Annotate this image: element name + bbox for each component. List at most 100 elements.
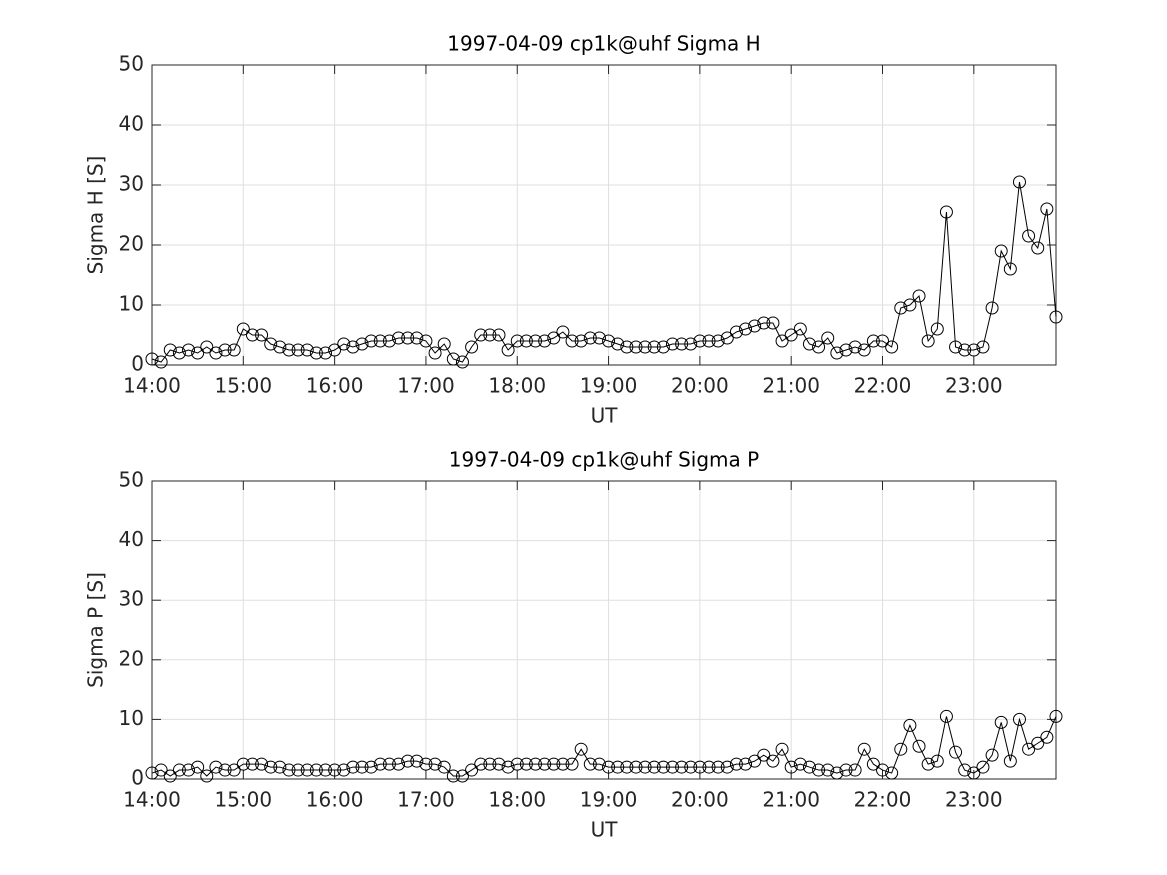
x-tick-label: 23:00 [945,788,1003,812]
data-point [538,757,552,771]
data-point [994,715,1008,729]
data-point [976,760,990,774]
data-point [510,757,524,771]
data-point [885,766,899,780]
y-tick-label: 30 [119,172,144,196]
y-axis-label: Sigma H [S] [84,156,108,275]
data-point [282,343,296,357]
data-point [291,343,305,357]
data-point [264,760,278,774]
data-point [446,352,460,366]
data-point [802,760,816,774]
y-tick-label: 0 [131,766,144,790]
data-point [529,334,543,348]
data-point [684,337,698,351]
x-tick-label: 18:00 [488,374,546,398]
data-point [766,316,780,330]
data-point [401,754,415,768]
data-point [830,766,844,780]
data-point [328,343,342,357]
data-point [273,340,287,354]
data-point [337,763,351,777]
data-point [556,757,570,771]
data-point [967,766,981,780]
data-point [510,334,524,348]
data-point [145,352,159,366]
data-point [1031,736,1045,750]
data-point [1040,202,1054,216]
data-point [638,760,652,774]
data-point [958,343,972,357]
data-point [812,340,826,354]
x-tick-label: 14:00 [123,788,181,812]
data-point [364,334,378,348]
data-point [191,760,205,774]
data-point [702,334,716,348]
data-point [675,337,689,351]
data-point [885,340,899,354]
data-point [200,769,214,783]
x-tick-label: 15:00 [214,374,272,398]
x-tick-label: 17:00 [397,788,455,812]
data-point [318,763,332,777]
data-point [684,760,698,774]
data-point [720,760,734,774]
data-point [647,760,661,774]
data-point [501,760,515,774]
data-point [236,757,250,771]
data-point [455,355,469,369]
data-point [465,340,479,354]
data-point [392,331,406,345]
data-point [236,322,250,336]
data-point [784,760,798,774]
data-point [382,757,396,771]
data-point [994,244,1008,258]
data-point [255,757,269,771]
data-point [921,757,935,771]
data-point [1022,229,1036,243]
y-tick-label: 20 [119,646,144,670]
data-point [1040,730,1054,744]
data-point [583,757,597,771]
data-point [428,757,442,771]
x-tick-label: 22:00 [854,374,912,398]
data-point [638,340,652,354]
data-point [446,769,460,783]
data-point [1022,742,1036,756]
data-point [711,760,725,774]
data-point [245,328,259,342]
data-point [949,745,963,759]
data-point [245,757,259,771]
data-point [209,760,223,774]
x-tick-label: 20:00 [671,788,729,812]
data-point [565,757,579,771]
y-tick-label: 50 [119,52,144,76]
data-point [985,301,999,315]
data-point [711,334,725,348]
data-point [903,298,917,312]
data-point [802,337,816,351]
data-point [930,322,944,336]
data-point [866,757,880,771]
data-point [373,334,387,348]
data-point [839,763,853,777]
data-point [519,334,533,348]
data-point [912,739,926,753]
data-point [419,334,433,348]
data-point [227,763,241,777]
data-point [848,763,862,777]
x-tick-label: 21:00 [762,788,820,812]
data-point [309,346,323,360]
data-point [355,337,369,351]
data-point [209,346,223,360]
data-point [739,757,753,771]
plot-area [152,65,1056,365]
data-point [273,760,287,774]
data-point [729,757,743,771]
data-point [930,754,944,768]
data-point [455,769,469,783]
x-tick-label: 14:00 [123,374,181,398]
data-point [812,763,826,777]
data-point [547,757,561,771]
